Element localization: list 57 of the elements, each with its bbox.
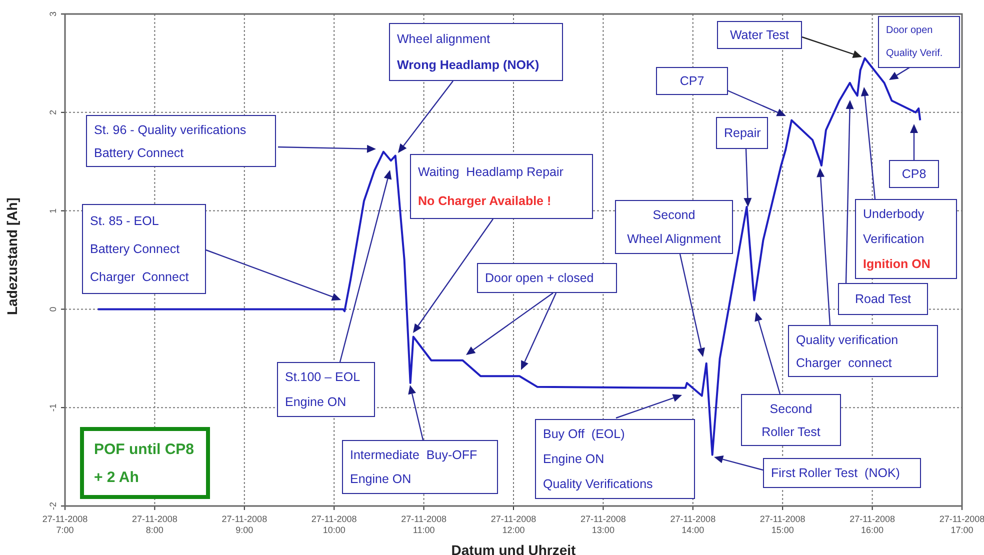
x-tick-label: 27-11-2008 12:00 bbox=[490, 514, 536, 535]
x-tick-label: 27-11-2008 8:00 bbox=[132, 514, 178, 535]
text-box: Wheel alignment Wrong Headlamp (NOK) bbox=[389, 23, 563, 81]
text-box: Door open + closed bbox=[477, 263, 617, 293]
annotation: Door open + closed bbox=[485, 271, 595, 285]
text-box: St.100 – EOL Engine ON bbox=[277, 362, 375, 417]
text-box: Underbody Verification Ignition ON bbox=[855, 199, 957, 279]
x-tick-label: 27-11-2008 13:00 bbox=[580, 514, 626, 535]
x-tick-label: 27-11-2008 15:00 bbox=[760, 514, 806, 535]
text-box: Second Wheel Alignment bbox=[615, 200, 733, 254]
text-box: Intermediate Buy-OFF Engine ON bbox=[342, 440, 498, 494]
text-box: First Roller Test (NOK) bbox=[763, 458, 921, 488]
x-tick-label: 27-11-2008 17:00 bbox=[939, 514, 984, 535]
y-tick-label: -2 bbox=[48, 502, 58, 510]
annotation: First Roller Test (NOK) bbox=[771, 466, 901, 480]
text-box: Quality verification Charger connect bbox=[788, 325, 938, 377]
x-tick-label: 27-11-2008 11:00 bbox=[401, 514, 446, 535]
annotation: Second Wheel Alignment bbox=[626, 208, 722, 246]
annotation: Underbody Verification Ignition ON bbox=[863, 207, 932, 271]
text-box: Road Test bbox=[838, 283, 928, 315]
y-tick-label: 2 bbox=[48, 110, 58, 115]
annotation: Intermediate Buy-OFF Engine ON bbox=[350, 448, 478, 486]
x-axis-title: Datum und Uhrzeit bbox=[451, 542, 576, 555]
text-box: Buy Off (EOL) Engine ON Quality Verifications bbox=[535, 419, 695, 499]
text-box: CP8 bbox=[889, 160, 939, 188]
annotation: POF until CP8 + 2 Ah bbox=[94, 440, 196, 486]
y-tick-label: -1 bbox=[48, 404, 58, 412]
text-box: Water Test bbox=[717, 21, 802, 49]
x-tick-label: 27-11-2008 9:00 bbox=[222, 514, 268, 535]
text-box: Repair bbox=[716, 117, 768, 149]
annotation: St. 85 - EOL Battery Connect Charger Connect bbox=[90, 214, 190, 284]
annotation: Water Test bbox=[728, 28, 790, 42]
text-box: St. 96 - Quality verifications Battery Connect bbox=[86, 115, 276, 167]
annotation: CP7 bbox=[678, 74, 706, 88]
text-box: Waiting Headlamp Repair No Charger Available ! bbox=[410, 154, 593, 219]
x-tick-label: 27-11-2008 10:00 bbox=[311, 514, 357, 535]
y-tick-label: 3 bbox=[48, 11, 58, 17]
text-box: CP7 bbox=[656, 67, 728, 95]
annotation: Second Roller Test bbox=[760, 402, 822, 438]
annotation: St.100 – EOL Engine ON bbox=[285, 370, 362, 409]
annotation: Repair bbox=[724, 126, 761, 140]
annotation: Buy Off (EOL) Engine ON Quality Verifications bbox=[543, 427, 654, 491]
y-axis-title: Ladezustand [Ah] bbox=[4, 198, 20, 315]
text-box: POF until CP8 + 2 Ah bbox=[80, 427, 210, 499]
annotation: Quality verification Charger connect bbox=[796, 332, 900, 370]
text-box: St. 85 - EOL Battery Connect Charger Connect bbox=[82, 204, 206, 294]
y-tick-label: 0 bbox=[48, 306, 58, 312]
annotation: Wheel alignment Wrong Headlamp (NOK) bbox=[397, 32, 540, 72]
annotation: CP8 bbox=[900, 167, 928, 181]
text-box: Door open Quality Verif. bbox=[878, 16, 960, 68]
x-tick-label: 27-11-2008 7:00 bbox=[42, 514, 88, 535]
annotation: St. 96 - Quality verifications Battery Connect bbox=[94, 122, 248, 160]
text-box: Second Roller Test bbox=[741, 394, 841, 446]
y-tick-label: 1 bbox=[48, 208, 58, 214]
x-tick-label: 27-11-2008 16:00 bbox=[850, 514, 895, 535]
annotation: Road Test bbox=[854, 292, 912, 306]
x-tick-label: 27-11-2008 14:00 bbox=[670, 514, 716, 535]
